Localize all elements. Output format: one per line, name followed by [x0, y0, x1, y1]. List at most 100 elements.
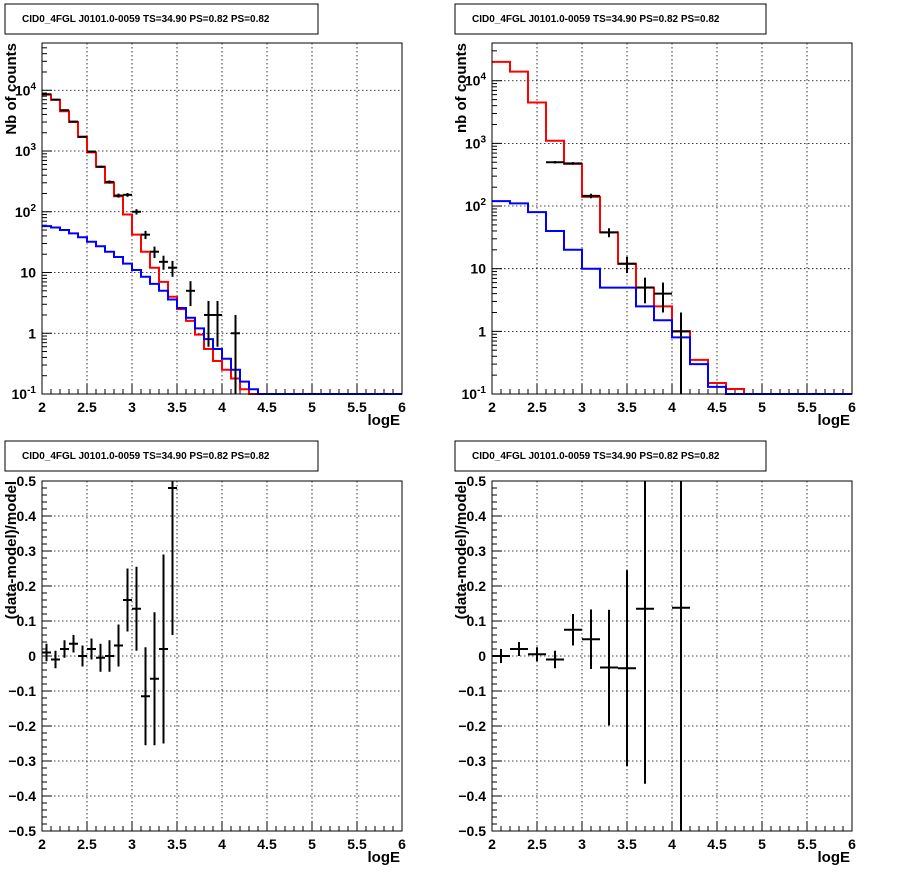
data-point [42, 643, 51, 662]
x-tick-label: 4 [218, 836, 226, 852]
y-tick-label: 0.2 [17, 578, 37, 594]
plot-frame [41, 42, 403, 395]
chart-title: CID0_4FGL J0101.0-0059 TS=34.90 PS=0.82 … [22, 14, 270, 25]
y-tick-label: 10 [470, 261, 486, 277]
x-tick-label: 5.5 [347, 399, 367, 415]
y-tick-label: −0.5 [8, 823, 36, 839]
data-point [492, 649, 510, 663]
data-point [114, 193, 123, 198]
data-point [96, 643, 105, 672]
y-axis-title: Nb of counts [3, 43, 20, 135]
x-tick-label: 6 [848, 836, 856, 852]
x-tick-label: 4 [668, 836, 676, 852]
x-tick-label: 5.5 [797, 399, 817, 415]
y-tick-label: 0.3 [17, 543, 37, 559]
data-point [600, 609, 618, 726]
y-tick-label: −0.4 [458, 788, 486, 804]
data-point [132, 566, 141, 651]
data-point [231, 314, 240, 394]
y-tick-label: 0.1 [17, 613, 37, 629]
data-point [546, 650, 564, 669]
x-tick-label: 2.5 [527, 836, 547, 852]
chart-title: CID0_4FGL J0101.0-0059 TS=34.90 PS=0.82 … [22, 451, 270, 462]
x-tick-label: 3.5 [167, 836, 187, 852]
x-tick-label: 4.5 [257, 836, 277, 852]
data-point [510, 642, 528, 656]
data-point [123, 192, 132, 197]
x-tick-label: 2.5 [77, 399, 97, 415]
chart-panel-3: CID0_4FGL J0101.0-0059 TS=34.90 PS=0.82 … [3, 440, 406, 866]
x-axis-title: logE [818, 412, 851, 429]
x-tick-label: 5 [758, 836, 766, 852]
y-tick-label: −0.2 [8, 718, 36, 734]
y-axis-title: (data-model)/model [3, 481, 20, 619]
y-axis-title: (data-model)/model [453, 481, 470, 619]
title-box [4, 440, 319, 472]
x-tick-label: 3.5 [617, 399, 637, 415]
y-tick-label: 10-1 [462, 385, 487, 402]
x-tick-label: 3 [128, 836, 136, 852]
y-tick-label: 10 [20, 265, 36, 281]
x-axis-title: logE [818, 849, 851, 866]
data-point [213, 300, 222, 347]
data-point [69, 120, 78, 123]
y-tick-label: 103 [465, 134, 487, 151]
plot-frame [41, 480, 403, 832]
y-tick-label: −0.4 [8, 788, 36, 804]
data-point [141, 647, 150, 746]
y-tick-label: 0.4 [467, 508, 487, 524]
x-tick-label: 3 [578, 399, 586, 415]
x-tick-label: 5 [308, 399, 316, 415]
x-tick-label: 3.5 [167, 399, 187, 415]
data-point [141, 230, 150, 240]
x-axis-title: logE [368, 849, 401, 866]
data-point [105, 640, 114, 672]
title-box [454, 440, 767, 472]
data-point [204, 300, 213, 347]
data-point [636, 277, 654, 304]
data-point [60, 640, 69, 658]
data-point [87, 150, 96, 153]
y-tick-label: −0.3 [8, 753, 36, 769]
component-model-line [492, 200, 852, 395]
data-point [636, 481, 654, 784]
x-tick-label: 4.5 [707, 836, 727, 852]
x-tick-label: 5.5 [797, 836, 817, 852]
data-point [159, 255, 168, 270]
y-tick-label: 10-1 [12, 385, 37, 402]
data-point [150, 612, 159, 746]
data-point [654, 282, 672, 313]
data-point [672, 312, 690, 394]
x-tick-label: 2.5 [527, 399, 547, 415]
x-tick-label: 3 [128, 399, 136, 415]
x-tick-label: 3 [578, 836, 586, 852]
chart-panel-2: CID0_4FGL J0101.0-0059 TS=34.90 PS=0.82 … [453, 3, 856, 429]
x-tick-label: 5 [758, 399, 766, 415]
x-tick-label: 4 [668, 399, 676, 415]
y-tick-label: −0.1 [458, 683, 486, 699]
x-axis-title: logE [368, 412, 401, 429]
data-point [672, 481, 690, 831]
data-point [150, 246, 159, 259]
x-tick-label: 2 [488, 836, 496, 852]
x-tick-label: 6 [398, 836, 406, 852]
data-point [159, 554, 168, 744]
x-tick-label: 4 [218, 399, 226, 415]
y-tick-label: 0.1 [467, 613, 487, 629]
data-point [582, 609, 600, 669]
plot-frame [491, 480, 853, 832]
data-point [51, 98, 60, 101]
y-tick-label: 102 [465, 197, 487, 214]
y-tick-label: 103 [15, 142, 37, 159]
title-box [454, 3, 767, 35]
data-point [186, 281, 195, 307]
y-tick-label: 0 [478, 648, 486, 664]
data-point [51, 650, 60, 669]
y-tick-label: 1 [28, 325, 36, 341]
data-point [564, 614, 582, 646]
chart-panel-4: CID0_4FGL J0101.0-0059 TS=34.90 PS=0.82 … [453, 440, 856, 866]
x-tick-label: 2 [38, 836, 46, 852]
x-tick-label: 4.5 [707, 399, 727, 415]
y-tick-label: 0.4 [17, 508, 37, 524]
y-tick-label: 1 [478, 323, 486, 339]
